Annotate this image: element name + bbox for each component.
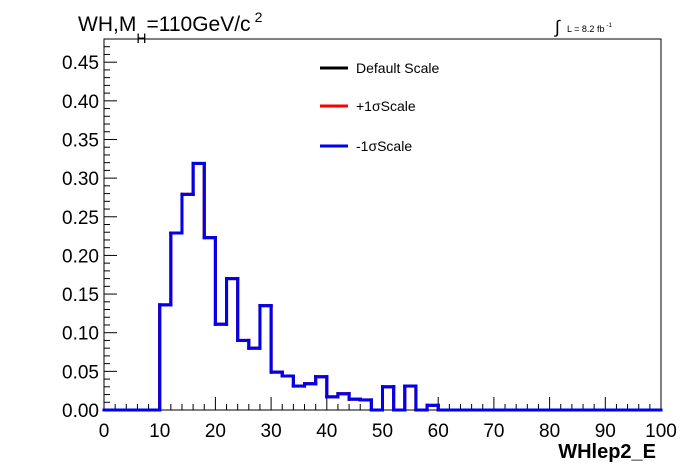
legend-label-default: Default Scale bbox=[356, 60, 439, 76]
plot-frame bbox=[103, 38, 662, 411]
x-tick-label: 60 bbox=[428, 421, 449, 442]
x-tick-label: 50 bbox=[372, 421, 393, 442]
x-tick-label: 90 bbox=[595, 421, 616, 442]
x-tick-label: 10 bbox=[149, 421, 170, 442]
luminosity-label: L = 8.2 fb -1 bbox=[567, 23, 612, 34]
legend-label-minus1sigma: -1σScale bbox=[356, 138, 412, 154]
legend: Default Scale +1σScale -1σScale bbox=[320, 60, 439, 154]
luminosity-exponent: -1 bbox=[606, 23, 612, 29]
y-tick-label: 0.45 bbox=[62, 53, 99, 74]
x-tick-label: 100 bbox=[645, 421, 677, 442]
title-subscript: H bbox=[136, 30, 146, 46]
x-axis-title: WHlep2_E bbox=[558, 441, 656, 463]
title-prefix: WH,M bbox=[78, 13, 136, 36]
x-tick-label: 40 bbox=[316, 421, 337, 442]
title-middle: =110GeV/c bbox=[146, 13, 250, 36]
series-group-1 bbox=[102, 161, 663, 412]
series-group-0 bbox=[102, 161, 663, 412]
title-superscript: 2 bbox=[255, 9, 263, 25]
series-layer bbox=[102, 161, 663, 412]
y-tick-label: 0.10 bbox=[62, 324, 99, 345]
series-group-2 bbox=[102, 161, 663, 412]
x-tick-label: 0 bbox=[99, 421, 110, 442]
y-tick-label: 0.20 bbox=[62, 246, 99, 267]
y-tick-label: 0.25 bbox=[62, 208, 99, 229]
luminosity-text: L = 8.2 fb bbox=[567, 24, 604, 34]
y-tick-label: 0.15 bbox=[62, 285, 99, 306]
x-tick-label: 20 bbox=[205, 421, 226, 442]
chart-title: WH,MH=110GeV/c 2 bbox=[78, 9, 263, 46]
x-tick-label: 70 bbox=[483, 421, 504, 442]
luminosity-integral: ∫ bbox=[553, 17, 561, 37]
x-tick-label: 80 bbox=[539, 421, 560, 442]
legend-label-plus1sigma: +1σScale bbox=[356, 98, 416, 114]
y-tick-label: 0.05 bbox=[62, 362, 99, 383]
y-tick-label: 0.40 bbox=[62, 92, 99, 113]
y-tick-label: 0.00 bbox=[62, 401, 99, 422]
axes-layer: 0.00 0.05 0.10 0.15 0.20 0.25 0.30 0.35 0.40 0.45… bbox=[62, 38, 677, 442]
y-tick-label: 0.30 bbox=[62, 169, 99, 190]
x-tick-label: 30 bbox=[261, 421, 282, 442]
y-tick-label: 0.35 bbox=[62, 130, 99, 151]
